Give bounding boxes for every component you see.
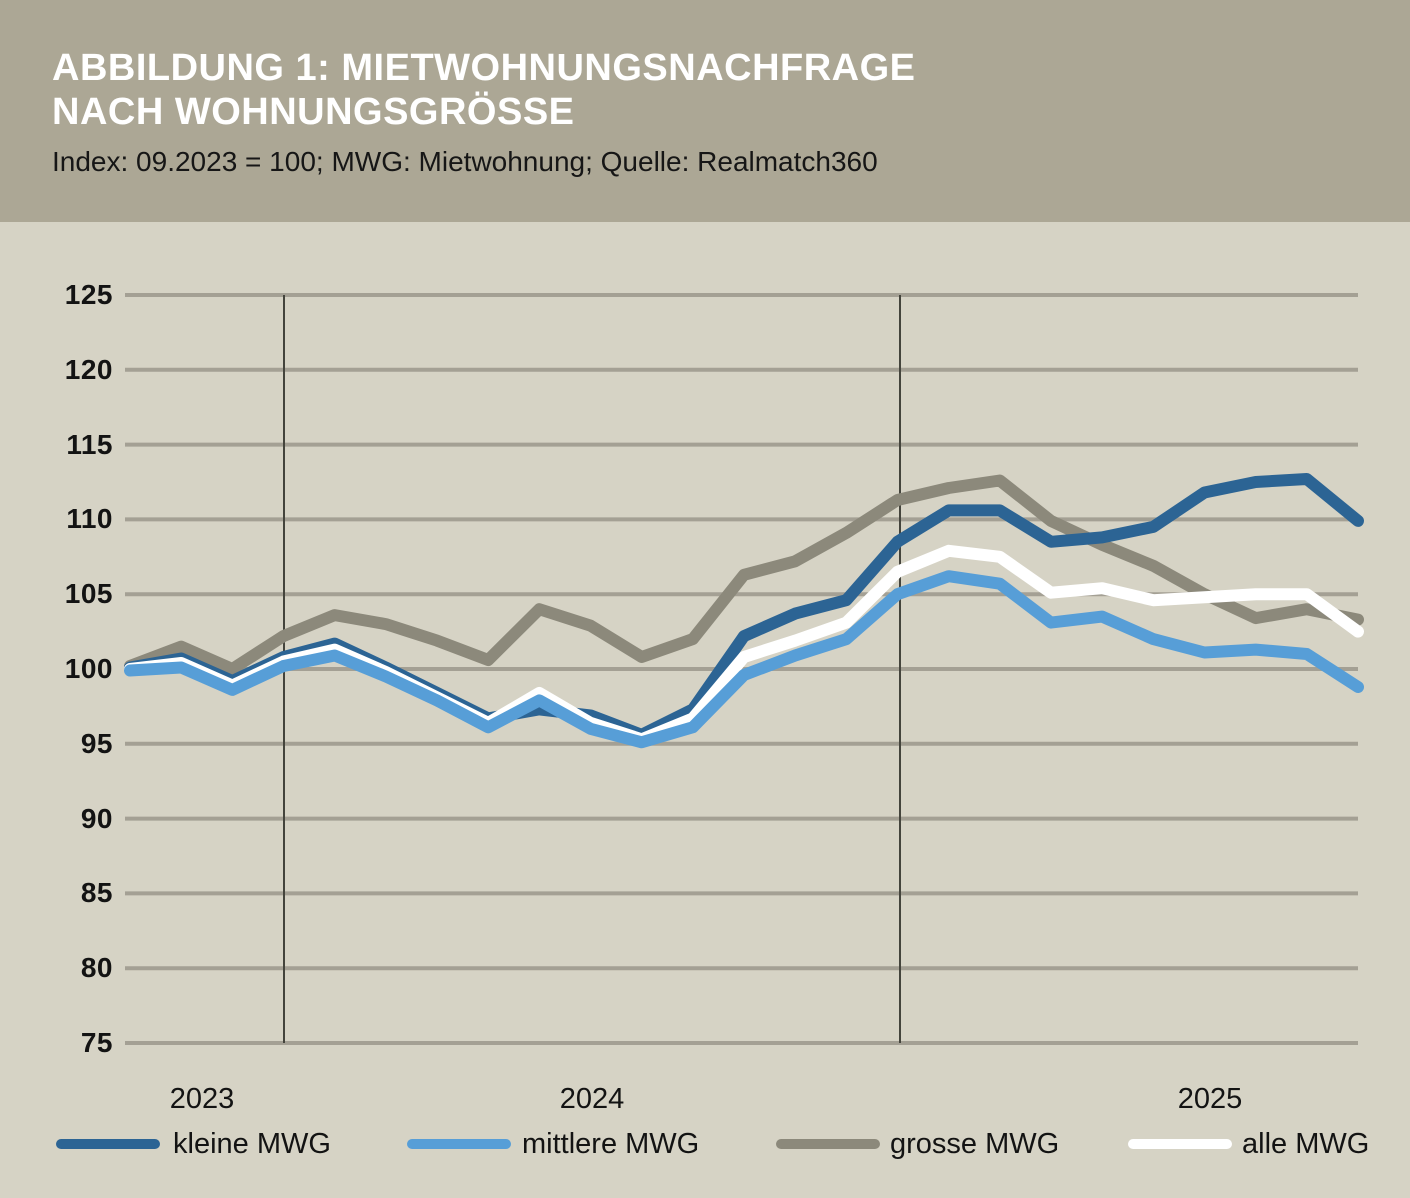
legend-swatch-kleine — [56, 1139, 160, 1149]
figure-subtitle: Index: 09.2023 = 100; MWG: Mietwohnung; … — [52, 146, 878, 177]
legend-label-mittlere: mittlere MWG — [522, 1128, 700, 1160]
y-axis-tick-label-95: 95 — [80, 727, 113, 759]
y-axis-tick-label-115: 115 — [66, 428, 113, 460]
legend-label-kleine: kleine MWG — [173, 1128, 331, 1160]
legend-swatch-alle — [1128, 1139, 1232, 1149]
y-axis-tick-label-85: 85 — [80, 877, 113, 909]
x-axis-year-label-2024: 2024 — [559, 1083, 625, 1115]
figure-header: ABBILDUNG 1: MIETWOHNUNGSNACHFRAGE NACH … — [0, 0, 1410, 222]
figure-title-line1: ABBILDUNG 1: MIETWOHNUNGSNACHFRAGE — [52, 47, 916, 89]
legend-label-grosse: grosse MWG — [890, 1128, 1060, 1160]
figure-title-line2: NACH WOHNUNGSGRÖSSE — [52, 91, 575, 133]
series-line-kleine-mwg — [124, 473, 1364, 741]
y-axis-tick-label-75: 75 — [80, 1027, 113, 1058]
chart-legend: kleine MWG mittlere MWG grosse MWG alle … — [0, 1126, 1410, 1162]
y-axis-tick-label-120: 120 — [64, 353, 113, 385]
y-axis-tick-label-105: 105 — [64, 578, 113, 610]
y-axis-tick-label-110: 110 — [66, 503, 113, 535]
legend-swatch-mittlere — [407, 1139, 511, 1149]
y-axis-tick-label-125: 125 — [64, 279, 113, 310]
series-line-mittlere-mwg — [124, 570, 1364, 749]
y-axis-tick-label-80: 80 — [80, 952, 113, 984]
figure-title: ABBILDUNG 1: MIETWOHNUNGSNACHFRAGE NACH … — [52, 46, 916, 134]
y-axis-tick-label-100: 100 — [64, 653, 113, 684]
x-axis-year-label-2023: 2023 — [169, 1083, 235, 1115]
legend-label-alle: alle MWG — [1242, 1128, 1370, 1160]
series-line-grosse-mwg — [124, 474, 1364, 675]
legend-swatch-grosse — [776, 1139, 880, 1149]
x-axis-year-label-2025: 2025 — [1177, 1083, 1243, 1115]
y-axis-tick-label-90: 90 — [80, 802, 113, 834]
